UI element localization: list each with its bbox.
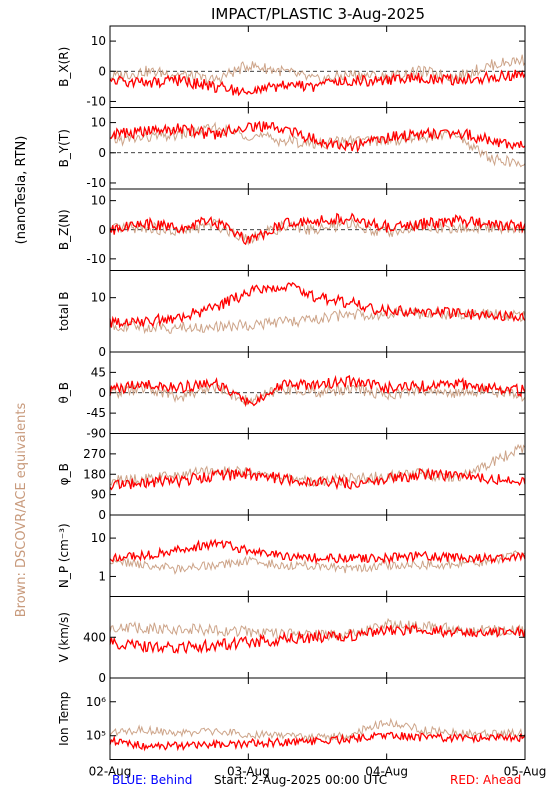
y-axis-label: φ_B xyxy=(57,463,71,485)
x-axis: 02-Aug 03-Aug 04-Aug 05-Aug xyxy=(89,765,547,779)
series-ahead-by xyxy=(109,120,526,153)
y-axis-label: N_P (cm⁻³) xyxy=(57,523,71,588)
y-tick-label: 400 xyxy=(83,630,106,644)
panel-bz: -10 0 10 B_Z(N) xyxy=(57,188,526,271)
panel-frame xyxy=(109,25,526,108)
panel-theta: -90 -45 0 45 θ_B xyxy=(57,351,526,441)
y-tick-label: 90 xyxy=(91,488,106,502)
y-tick-label: -45 xyxy=(86,406,106,420)
series-brown-np xyxy=(109,550,526,575)
y-tick-label: 0 xyxy=(98,146,106,160)
y-tick-label: 10⁵ xyxy=(86,729,106,743)
panel-frame xyxy=(109,107,526,190)
y-tick-label: 0 xyxy=(98,508,106,522)
y-tick-label: 10⁶ xyxy=(86,695,106,709)
y-axis-label: B_Z(N) xyxy=(57,209,71,250)
series-ahead-phi xyxy=(109,466,526,491)
y-tick-label: 270 xyxy=(83,447,106,461)
series-ahead-bz xyxy=(109,212,526,246)
series-ahead-v xyxy=(109,622,526,655)
y-tick-label: 0 xyxy=(98,386,106,400)
y-tick-label: -90 xyxy=(86,427,106,441)
series-ahead-bt xyxy=(109,281,526,329)
y-tick-label: 0 xyxy=(98,223,106,237)
x-tick-label: 04-Aug xyxy=(365,765,408,779)
y-tick-label: 10 xyxy=(91,291,106,305)
series-ahead-bx xyxy=(109,69,526,97)
y-axis-label: V (km/s) xyxy=(57,612,71,662)
y-tick-label: 10 xyxy=(91,194,106,208)
series-brown-temp xyxy=(109,717,526,743)
panel-bt: 0 10 total B xyxy=(57,270,526,359)
panel-phi: 0 90 180 270 φ_B xyxy=(57,433,526,522)
panel-by: -10 0 10 B_Y(T) xyxy=(57,107,526,190)
equivalents-label: Brown: DSCOVR/ACE equivalents xyxy=(14,403,29,618)
legend-ahead: RED: Ahead xyxy=(450,773,522,787)
panel-bx: -10 0 10 B_X(R) xyxy=(57,25,526,108)
y-tick-label: -10 xyxy=(86,94,106,108)
legend-behind: BLUE: Behind xyxy=(112,773,193,787)
chart-title: IMPACT/PLASTIC 3-Aug-2025 xyxy=(211,5,425,23)
y-tick-label: 10 xyxy=(91,116,106,130)
x-tick-label: 05-Aug xyxy=(504,765,547,779)
y-tick-label: 1 xyxy=(98,569,106,583)
units-label: (nanoTesla, RTN) xyxy=(14,136,29,245)
x-tick-label: 03-Aug xyxy=(227,765,270,779)
y-tick-label: 0 xyxy=(98,671,106,685)
y-tick-label: 45 xyxy=(91,365,106,379)
y-tick-label: 0 xyxy=(98,64,106,78)
panel-group: -10010B_X(R)-10010B_Y(T)-10010B_Z(N)010t… xyxy=(57,25,526,760)
y-tick-label: 10 xyxy=(91,34,106,48)
y-tick-label: 0 xyxy=(98,345,106,359)
series-brown-bz xyxy=(109,217,526,246)
series-brown-theta xyxy=(109,382,526,406)
panel-frame xyxy=(109,270,526,353)
y-tick-label: -10 xyxy=(86,252,106,266)
y-axis-label: B_X(R) xyxy=(57,47,71,87)
x-tick-label: 02-Aug xyxy=(89,765,132,779)
series-brown-phi xyxy=(109,443,526,488)
y-tick-label: 10 xyxy=(91,531,106,545)
panel-frame xyxy=(109,677,526,760)
y-axis-label: B_Y(T) xyxy=(57,129,71,167)
y-axis-label: θ_B xyxy=(57,382,71,404)
series-ahead-np xyxy=(109,538,526,565)
series-brown-by xyxy=(109,121,526,168)
panel-frame xyxy=(109,514,526,597)
panel-np: 1 10 N_P (cm⁻³) xyxy=(57,514,526,597)
panel-v: 0 400 V (km/s) xyxy=(57,596,526,685)
series-ahead-theta xyxy=(109,374,526,408)
series-ahead-temp xyxy=(109,731,526,752)
y-tick-label: 180 xyxy=(83,467,106,481)
y-axis-label: Ion Temp xyxy=(57,692,71,746)
start-label: Start: 2-Aug-2025 00:00 UTC xyxy=(214,773,388,787)
panel-temp: 10⁵ 10⁶ Ion Temp xyxy=(57,677,526,760)
y-axis-label: total B xyxy=(57,292,71,332)
y-tick-label: -10 xyxy=(86,176,106,190)
